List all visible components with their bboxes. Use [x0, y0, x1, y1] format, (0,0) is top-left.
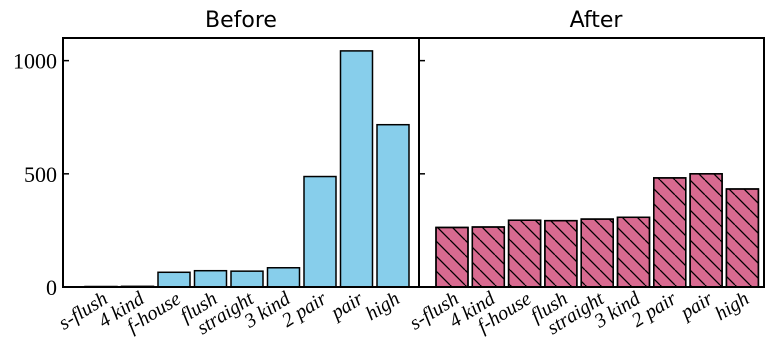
bar-hatch-0	[435, 226, 469, 288]
x-tick-label-8: high	[711, 288, 753, 326]
x-tick-label-8: high	[362, 288, 404, 326]
y-tick-label-0: 0	[46, 275, 57, 300]
bar-hatch-7	[689, 173, 723, 288]
bar-hatch-3	[544, 219, 578, 288]
bar-hatch-5	[616, 216, 651, 288]
bars-after	[435, 173, 760, 288]
panel-title-after: After	[570, 8, 624, 33]
bar-before-7	[339, 50, 374, 288]
bar-hatch-6	[653, 177, 687, 288]
plot-frame-after	[418, 37, 765, 288]
bar-hatch-1	[471, 226, 506, 288]
panel-title-before: Before	[205, 8, 277, 33]
bar-hatch-8	[725, 188, 760, 288]
bar-hatch-4	[580, 218, 614, 288]
bar-before-8	[376, 123, 410, 288]
bar-before-2	[157, 271, 191, 288]
bar-before-3	[193, 269, 228, 288]
bar-hatch-2	[507, 219, 542, 288]
y-tick-label-2: 1000	[13, 49, 57, 74]
y-tick-label-1: 500	[24, 162, 57, 187]
bar-before-6	[303, 175, 337, 288]
bars-before	[84, 50, 410, 288]
bar-before-4	[230, 270, 264, 288]
bar-before-5	[266, 267, 301, 288]
y-axis-before: 0 500 1000	[13, 49, 69, 300]
